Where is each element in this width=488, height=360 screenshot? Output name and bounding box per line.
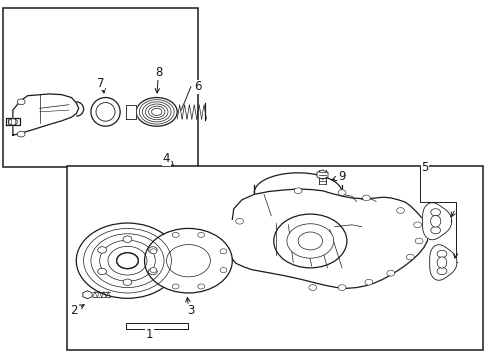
Circle shape [123,236,132,242]
Circle shape [235,219,243,224]
Polygon shape [13,94,79,135]
Circle shape [298,232,322,250]
Circle shape [273,214,346,268]
Circle shape [362,195,369,201]
Circle shape [386,270,394,276]
Polygon shape [422,203,451,240]
Text: 1: 1 [145,328,153,341]
Circle shape [406,254,413,260]
Circle shape [364,279,372,285]
Circle shape [430,226,440,234]
Circle shape [98,268,106,275]
Circle shape [337,285,345,291]
Circle shape [436,250,446,257]
Circle shape [17,131,25,137]
Circle shape [172,233,179,237]
Polygon shape [5,118,20,126]
Circle shape [337,190,345,195]
Circle shape [197,233,204,237]
Circle shape [150,267,157,273]
Circle shape [8,119,17,125]
Text: 6: 6 [194,80,202,93]
Circle shape [413,222,421,228]
Text: 2: 2 [70,305,78,318]
Circle shape [150,249,157,254]
Circle shape [98,247,106,253]
Circle shape [220,249,226,254]
Text: 9: 9 [338,170,345,183]
Bar [3,8,198,167]
Polygon shape [232,189,428,288]
Circle shape [117,253,138,269]
Circle shape [414,238,422,244]
Circle shape [148,268,157,275]
Circle shape [17,99,25,105]
Circle shape [308,285,316,291]
Ellipse shape [429,215,440,227]
Circle shape [436,267,446,275]
Ellipse shape [436,257,446,268]
Circle shape [396,208,404,213]
Ellipse shape [91,98,120,126]
Circle shape [123,279,132,285]
Circle shape [197,284,204,289]
Bar [66,166,483,350]
Circle shape [76,223,178,298]
Text: 4: 4 [163,152,170,165]
Circle shape [286,224,333,258]
Circle shape [148,247,157,253]
Circle shape [220,267,226,273]
Polygon shape [429,245,456,280]
Text: 3: 3 [187,305,194,318]
Text: 5: 5 [420,161,427,174]
Polygon shape [126,105,136,119]
Ellipse shape [136,98,177,126]
Circle shape [172,284,179,289]
Text: 8: 8 [155,66,163,79]
Circle shape [144,228,232,293]
Circle shape [430,209,440,216]
Circle shape [294,188,302,194]
Text: 7: 7 [97,77,104,90]
